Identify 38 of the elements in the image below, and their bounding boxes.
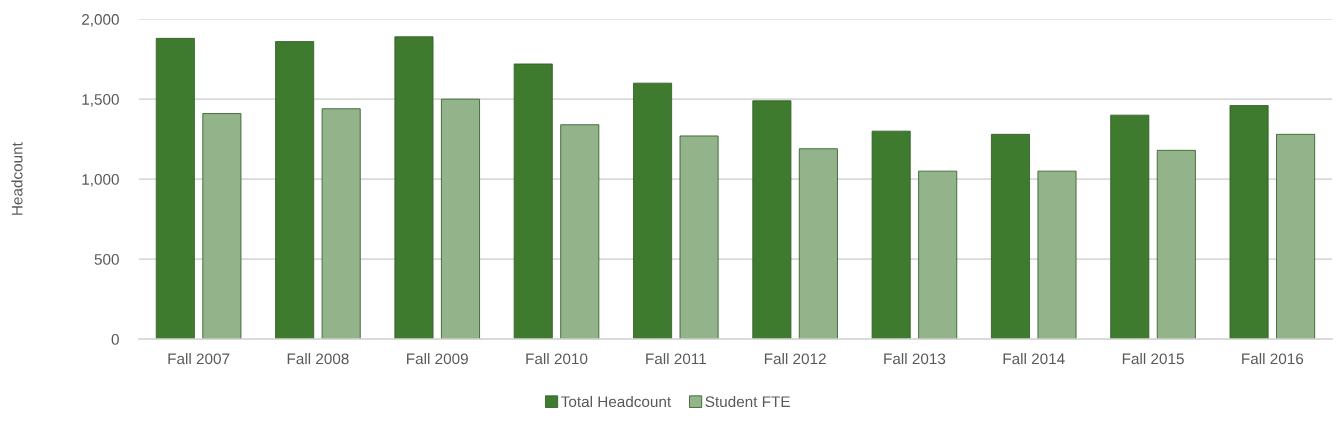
y-tick-label: 0 [111, 333, 119, 345]
bar [633, 82, 673, 340]
legend-label: Total Headcount [561, 395, 672, 408]
bar [679, 135, 719, 340]
bar [1156, 149, 1196, 340]
y-tick-label: 1,500 [82, 94, 119, 107]
y-tick-label: 500 [94, 253, 119, 265]
x-tick-label: Fall 2009 [407, 352, 468, 365]
y-tick-label: 2,000 [82, 14, 119, 27]
bar [1276, 133, 1316, 340]
y-tick-label: 1,000 [82, 174, 119, 187]
x-tick-label: Fall 2007 [168, 352, 230, 365]
bar [513, 63, 553, 340]
bar [871, 130, 911, 340]
x-tick-label: Fall 2012 [764, 352, 826, 365]
legend-label: Student FTE [705, 395, 790, 408]
bar [275, 41, 315, 340]
bar [202, 113, 242, 340]
bar [155, 37, 195, 340]
bar [394, 36, 434, 340]
y-axis-title: Headcount [11, 142, 23, 215]
bar [1229, 105, 1269, 340]
x-tick-label: Fall 2016 [1242, 352, 1304, 365]
x-tick-label: Fall 2011 [646, 352, 706, 365]
x-tick-label: Fall 2013 [884, 352, 946, 365]
x-tick-label: Fall 2015 [1122, 352, 1184, 365]
bar [1110, 114, 1150, 340]
bar [752, 100, 792, 340]
x-tick-label: Fall 2014 [1003, 352, 1065, 365]
bar [440, 98, 480, 340]
bar [321, 108, 361, 340]
bar [798, 148, 838, 340]
x-tick-label: Fall 2008 [287, 352, 349, 365]
bar [990, 133, 1030, 340]
bar [1037, 170, 1077, 340]
x-tick-label: Fall 2010 [526, 352, 588, 365]
bar [918, 170, 958, 340]
bar [560, 124, 600, 340]
